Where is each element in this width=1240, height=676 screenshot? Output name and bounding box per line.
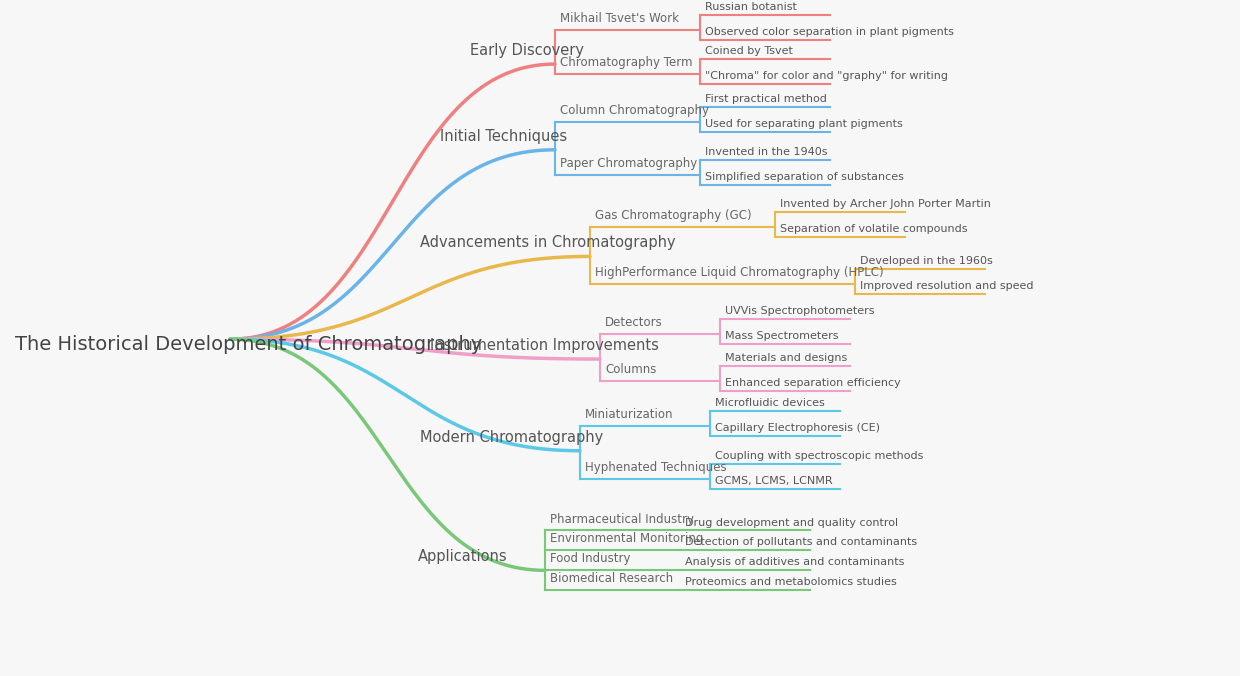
Text: Analysis of additives and contaminants: Analysis of additives and contaminants (684, 558, 904, 567)
Text: Capillary Electrophoresis (CE): Capillary Electrophoresis (CE) (715, 422, 880, 433)
Text: Improved resolution and speed: Improved resolution and speed (861, 281, 1033, 291)
Text: The Historical Development of Chromatography: The Historical Development of Chromatogr… (15, 335, 482, 354)
Text: Coupling with spectroscopic methods: Coupling with spectroscopic methods (715, 451, 924, 461)
Text: Coined by Tsvet: Coined by Tsvet (706, 46, 792, 56)
Text: First practical method: First practical method (706, 94, 827, 104)
Text: Miniaturization: Miniaturization (585, 408, 673, 421)
Text: Hyphenated Techniques: Hyphenated Techniques (585, 460, 727, 474)
Text: GCMS, LCMS, LCNMR: GCMS, LCMS, LCNMR (715, 476, 832, 485)
Text: Food Industry: Food Industry (551, 552, 630, 565)
Text: Early Discovery: Early Discovery (470, 43, 584, 58)
Text: Microfluidic devices: Microfluidic devices (715, 398, 825, 408)
Text: Initial Techniques: Initial Techniques (440, 129, 567, 144)
Text: Developed in the 1960s: Developed in the 1960s (861, 256, 993, 266)
Text: Modern Chromatography: Modern Chromatography (420, 430, 603, 445)
Text: Biomedical Research: Biomedical Research (551, 573, 673, 585)
Text: Detection of pollutants and contaminants: Detection of pollutants and contaminants (684, 537, 918, 548)
Text: Instrumentation Improvements: Instrumentation Improvements (430, 338, 658, 353)
Text: Paper Chromatography: Paper Chromatography (560, 157, 697, 170)
Text: Materials and designs: Materials and designs (725, 353, 847, 363)
Text: Invented by Archer John Porter Martin: Invented by Archer John Porter Martin (780, 199, 991, 209)
Text: Environmental Monitoring: Environmental Monitoring (551, 533, 703, 546)
Text: Russian botanist: Russian botanist (706, 2, 797, 12)
Text: Observed color separation in plant pigments: Observed color separation in plant pigme… (706, 27, 954, 37)
Text: Invented in the 1940s: Invented in the 1940s (706, 147, 827, 157)
Text: Chromatography Term: Chromatography Term (560, 56, 692, 69)
Text: UVVis Spectrophotometers: UVVis Spectrophotometers (725, 306, 874, 316)
Text: Columns: Columns (605, 363, 656, 376)
Text: Separation of volatile compounds: Separation of volatile compounds (780, 224, 967, 233)
Text: Applications: Applications (418, 550, 507, 564)
Text: HighPerformance Liquid Chromatography (HPLC): HighPerformance Liquid Chromatography (H… (595, 266, 884, 279)
Text: Simplified separation of substances: Simplified separation of substances (706, 172, 904, 182)
Text: Used for separating plant pigments: Used for separating plant pigments (706, 119, 903, 129)
Text: Detectors: Detectors (605, 316, 662, 329)
Text: Drug development and quality control: Drug development and quality control (684, 518, 898, 527)
Text: Pharmaceutical Industry: Pharmaceutical Industry (551, 512, 694, 525)
Text: Mikhail Tsvet's Work: Mikhail Tsvet's Work (560, 12, 680, 25)
Text: Proteomics and metabolomics studies: Proteomics and metabolomics studies (684, 577, 897, 587)
Text: "Chroma" for color and "graphy" for writing: "Chroma" for color and "graphy" for writ… (706, 71, 949, 81)
Text: Enhanced separation efficiency: Enhanced separation efficiency (725, 378, 900, 388)
Text: Mass Spectrometers: Mass Spectrometers (725, 331, 838, 341)
Text: Column Chromatography: Column Chromatography (560, 104, 709, 117)
Text: Gas Chromatography (GC): Gas Chromatography (GC) (595, 209, 751, 222)
Text: Advancements in Chromatography: Advancements in Chromatography (420, 235, 676, 250)
